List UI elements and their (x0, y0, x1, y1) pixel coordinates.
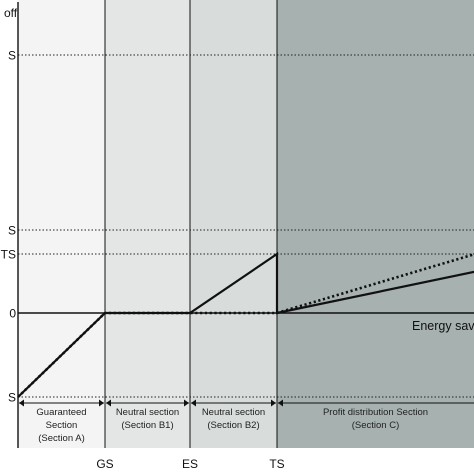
section-brackets (19, 399, 474, 407)
bracket-arrow-right-1 (99, 399, 104, 407)
section-label-3: Neutral section (202, 407, 265, 418)
section-bg-3 (190, 0, 277, 448)
section-label-1: Section (46, 420, 78, 431)
y-tick-label: S (8, 391, 16, 405)
series-lines (17, 251, 474, 398)
x-tick-label-gs: GS (96, 457, 113, 471)
y-tick-label: S (8, 224, 16, 238)
bracket-arrow-right-2 (184, 399, 189, 407)
y-tick-label: 0 (9, 307, 16, 321)
axes (17, 0, 474, 448)
x-tick-label-ts: TS (269, 457, 284, 471)
bracket-arrow-right-3 (271, 399, 276, 407)
bracket-arrow-left-4 (278, 399, 283, 407)
section-labels: Guaranteed Section (Section A) Neutral sect… (36, 407, 428, 444)
section-label-1: (Section A) (38, 433, 84, 444)
x-tick-label-es: ES (182, 457, 198, 471)
bracket-arrow-left-3 (191, 399, 196, 407)
section-label-4: (Section C) (352, 420, 400, 431)
section-label-1: Guaranteed (36, 407, 86, 418)
gridlines (18, 54, 474, 398)
y-tick-labels: S S TS 0 S (1, 49, 17, 405)
section-bg-1 (18, 0, 105, 448)
x-tick-labels: GS ES TS (96, 457, 284, 471)
section-label-2: (Section B1) (121, 420, 173, 431)
section-label-4: Profit distribution Section (323, 407, 428, 418)
x-axis-title: Energy sav (412, 319, 474, 333)
bracket-arrow-left-1 (19, 399, 24, 407)
y-axis-title: off (4, 6, 18, 20)
section-label-3: (Section B2) (207, 420, 259, 431)
series-line-solid (17, 251, 474, 398)
section-bg-4 (277, 0, 474, 448)
y-tick-label: S (8, 49, 16, 63)
bracket-arrow-left-2 (106, 399, 111, 407)
section-backgrounds (18, 0, 474, 448)
section-bg-2 (105, 0, 190, 448)
section-label-2: Neutral section (116, 407, 179, 418)
series-line-dotted (17, 252, 474, 398)
y-tick-label: TS (1, 248, 16, 262)
